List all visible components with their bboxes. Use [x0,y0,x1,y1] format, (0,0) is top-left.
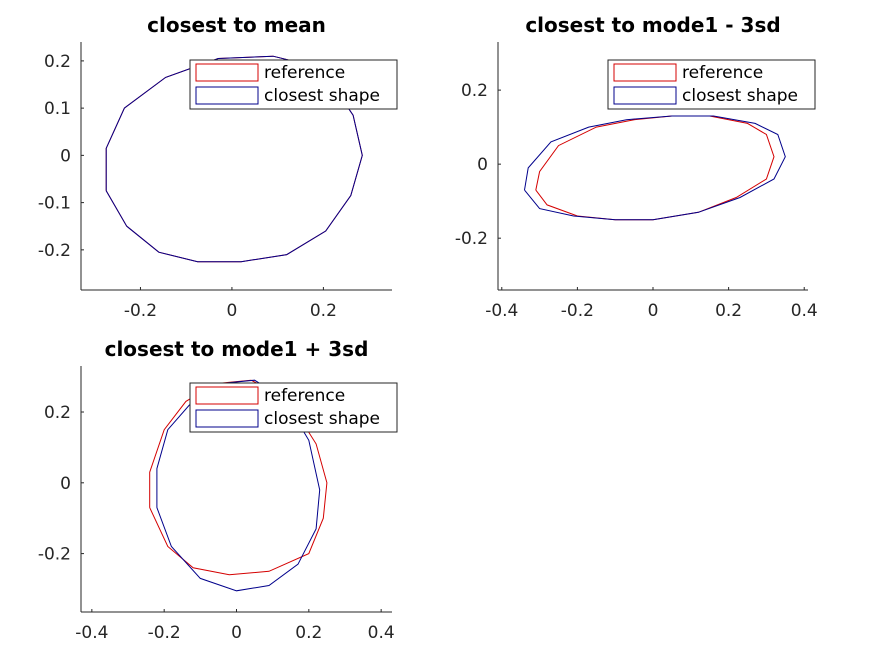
y-tick-label: 0.2 [44,52,71,72]
legend-swatch [195,409,259,428]
x-tick-label: 0 [648,301,659,321]
y-tick-label: -0.2 [455,229,488,249]
y-tick-label: 0.2 [44,403,71,423]
x-tick-label: -0.4 [485,301,518,321]
y-tick-label: 0 [477,155,488,175]
y-tick-label: 0 [60,474,71,494]
x-tick-label: 0 [227,301,238,321]
x-tick-label: -0.2 [561,301,594,321]
legend-swatch [613,86,677,105]
chart-panel-2: closest to mode1 - 3sd -0.4 -0.2 0 0.2 0.4 -0.… [455,13,818,321]
y-tick-label: 0 [60,146,71,166]
x-tick-label: 0.2 [715,301,742,321]
chart-title: closest to mean [147,13,326,37]
chart-title: closest to mode1 + 3sd [105,337,369,361]
x-tick-label: -0.2 [124,301,157,321]
series-line-closest-shape [105,55,363,263]
series-line-closest-shape [524,115,786,221]
x-tick-label: 0.2 [310,301,337,321]
y-tick-label: 0.2 [461,81,488,101]
legend-box [189,382,398,433]
x-tick-label: 0.4 [368,623,395,643]
x-tick-label: -0.4 [75,623,108,643]
chart-title: closest to mode1 - 3sd [525,13,780,37]
legend-swatch [195,63,259,82]
y-tick-label: -0.2 [38,241,71,261]
legend-entry: closest shape [264,86,380,106]
legend-entry: reference [682,63,763,83]
x-tick-label: 0.2 [295,623,322,643]
x-tick-label: 0.4 [791,301,818,321]
x-tick-label: -0.2 [148,623,181,643]
x-tick-label: 0 [231,623,242,643]
legend-swatch [195,86,259,105]
legend-entry: reference [264,63,345,83]
y-tick-label: 0.1 [44,99,71,119]
y-tick-label: -0.1 [38,194,71,214]
series-line-closest-shape [156,379,321,592]
legend: reference closest shape [607,59,816,110]
legend-entry: reference [264,386,345,406]
legend-box [607,59,816,110]
y-tick-label: -0.2 [38,545,71,565]
chart-panel-1: closest to mean -0.2 0 0.2 -0.2 -0.1 0 0.1 0.2 re… [38,13,398,321]
legend: reference closest shape [189,59,398,110]
series-line-reference [535,115,775,221]
legend: reference closest shape [189,382,398,433]
legend-swatch [195,386,259,405]
legend-entry: closest shape [682,86,798,106]
legend-box [189,59,398,110]
series-line-reference [149,379,328,576]
legend-swatch [613,63,677,82]
chart-panel-3: closest to mode1 + 3sd -0.4 -0.2 0 0.2 0.4 -0.… [38,337,398,643]
legend-entry: closest shape [264,409,380,429]
